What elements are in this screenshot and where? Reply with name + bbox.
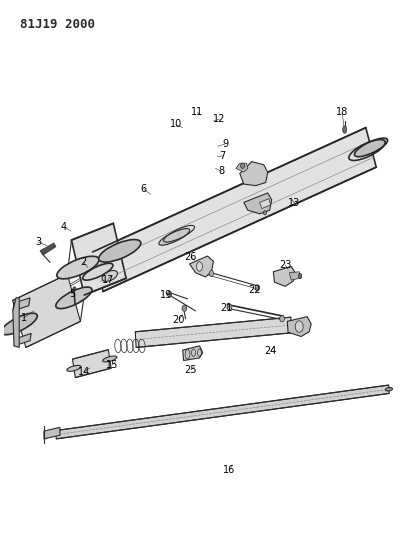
Text: 4: 4 bbox=[61, 222, 67, 232]
Polygon shape bbox=[135, 317, 292, 348]
Polygon shape bbox=[72, 350, 111, 377]
Text: 20: 20 bbox=[173, 315, 185, 325]
Polygon shape bbox=[289, 272, 301, 280]
Ellipse shape bbox=[73, 287, 76, 291]
Ellipse shape bbox=[241, 163, 245, 168]
Text: 22: 22 bbox=[248, 285, 261, 295]
Ellipse shape bbox=[83, 263, 113, 280]
Text: 19: 19 bbox=[160, 290, 172, 300]
Polygon shape bbox=[44, 427, 60, 439]
Text: 13: 13 bbox=[288, 198, 300, 208]
Text: 12: 12 bbox=[213, 114, 225, 124]
Text: 9: 9 bbox=[223, 139, 229, 149]
Text: 3: 3 bbox=[35, 237, 41, 247]
Polygon shape bbox=[72, 223, 126, 295]
Polygon shape bbox=[13, 298, 30, 311]
Text: 16: 16 bbox=[223, 465, 236, 475]
Polygon shape bbox=[274, 266, 295, 286]
Text: 1: 1 bbox=[21, 313, 27, 322]
Text: 26: 26 bbox=[184, 252, 197, 262]
Text: 21: 21 bbox=[221, 303, 233, 313]
Ellipse shape bbox=[255, 285, 259, 291]
Ellipse shape bbox=[168, 291, 172, 297]
Ellipse shape bbox=[354, 138, 387, 157]
Text: 17: 17 bbox=[102, 274, 114, 285]
Polygon shape bbox=[240, 161, 268, 185]
Text: 6: 6 bbox=[140, 184, 147, 194]
Ellipse shape bbox=[295, 321, 303, 332]
Text: 15: 15 bbox=[106, 360, 119, 370]
Polygon shape bbox=[40, 243, 56, 255]
Ellipse shape bbox=[102, 270, 118, 281]
Polygon shape bbox=[13, 298, 19, 348]
Ellipse shape bbox=[57, 256, 99, 279]
Ellipse shape bbox=[182, 305, 187, 311]
Text: 5: 5 bbox=[69, 289, 75, 298]
Text: 2: 2 bbox=[81, 257, 87, 268]
Ellipse shape bbox=[67, 366, 81, 372]
Ellipse shape bbox=[343, 126, 347, 133]
Ellipse shape bbox=[280, 316, 284, 322]
Ellipse shape bbox=[227, 304, 232, 310]
Polygon shape bbox=[190, 256, 214, 277]
Ellipse shape bbox=[98, 239, 141, 262]
Polygon shape bbox=[260, 199, 271, 208]
Text: 11: 11 bbox=[191, 108, 204, 117]
Text: 7: 7 bbox=[219, 151, 226, 161]
Polygon shape bbox=[13, 274, 81, 348]
Polygon shape bbox=[56, 385, 389, 439]
Ellipse shape bbox=[385, 387, 392, 391]
Ellipse shape bbox=[56, 287, 92, 309]
Ellipse shape bbox=[197, 262, 203, 271]
Text: 18: 18 bbox=[336, 108, 348, 117]
Text: 81J19 2000: 81J19 2000 bbox=[20, 19, 95, 31]
Text: 23: 23 bbox=[279, 261, 291, 270]
Polygon shape bbox=[287, 317, 311, 336]
Ellipse shape bbox=[159, 229, 190, 245]
Polygon shape bbox=[236, 163, 248, 172]
Text: 8: 8 bbox=[219, 166, 225, 176]
Text: 25: 25 bbox=[184, 365, 197, 375]
Text: 24: 24 bbox=[264, 346, 277, 356]
Text: 10: 10 bbox=[169, 119, 182, 130]
Text: 14: 14 bbox=[78, 367, 90, 377]
Ellipse shape bbox=[210, 270, 214, 277]
Polygon shape bbox=[244, 193, 272, 214]
Ellipse shape bbox=[263, 211, 267, 215]
Ellipse shape bbox=[1, 313, 37, 335]
Polygon shape bbox=[92, 128, 376, 292]
Polygon shape bbox=[14, 333, 31, 346]
Ellipse shape bbox=[103, 356, 117, 362]
Polygon shape bbox=[183, 346, 203, 360]
Ellipse shape bbox=[298, 273, 302, 279]
